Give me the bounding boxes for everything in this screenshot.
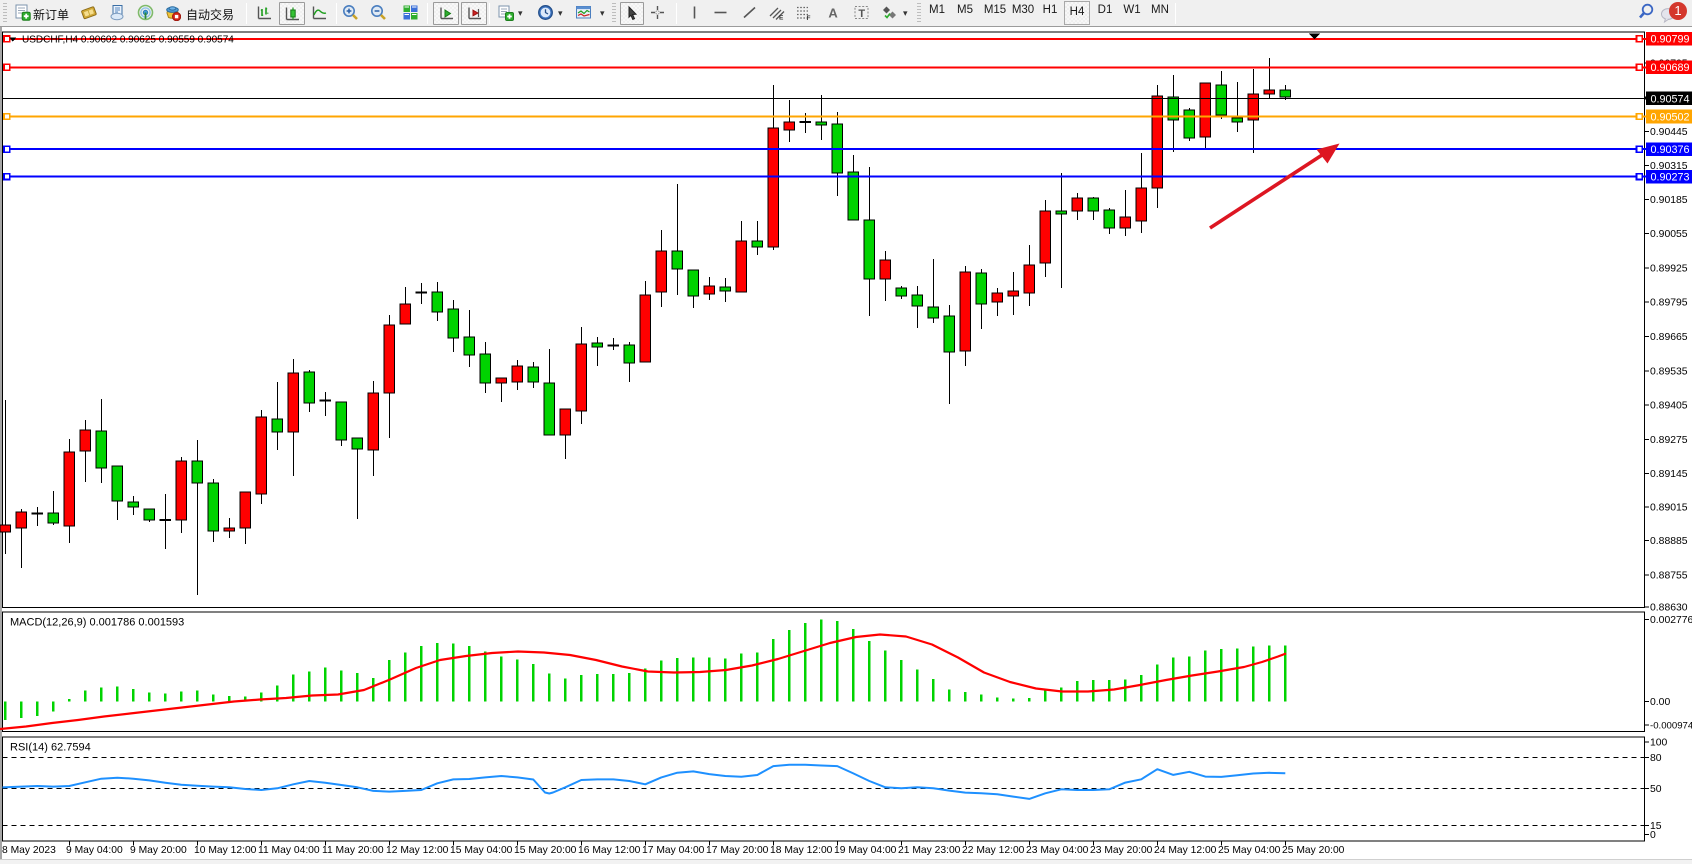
svg-text:0.90502: 0.90502 [1651,111,1690,123]
svg-text:-0.000974: -0.000974 [1650,721,1692,732]
svg-text:0.90689: 0.90689 [1651,62,1690,74]
svg-text:0: 0 [1650,830,1656,841]
svg-text:E: E [779,15,784,22]
svg-text:F: F [807,15,811,21]
svg-text:0.90376: 0.90376 [1651,144,1690,156]
svg-text:19 May 04:00: 19 May 04:00 [834,845,897,856]
svg-text:A: A [828,6,838,21]
svg-text:21 May 23:00: 21 May 23:00 [898,845,961,856]
svg-text:0.88885: 0.88885 [1650,536,1688,547]
svg-text:9 May 04:00: 9 May 04:00 [66,845,123,856]
svg-text:0.89665: 0.89665 [1650,332,1688,343]
svg-text:0.90315: 0.90315 [1650,161,1688,172]
svg-text:10 May 12:00: 10 May 12:00 [194,845,257,856]
svg-text:0.89925: 0.89925 [1650,264,1688,275]
svg-text:25 May 04:00: 25 May 04:00 [1218,845,1281,856]
svg-text:18 May 12:00: 18 May 12:00 [770,845,833,856]
svg-text:8 May 2023: 8 May 2023 [2,845,56,856]
svg-text:17 May 04:00: 17 May 04:00 [642,845,705,856]
svg-text:0.88755: 0.88755 [1650,571,1688,582]
svg-text:0.90055: 0.90055 [1650,229,1688,240]
svg-text:0.88630: 0.88630 [1650,603,1688,614]
svg-text:16 May 12:00: 16 May 12:00 [578,845,641,856]
svg-text:0.89405: 0.89405 [1650,401,1688,412]
svg-text:0.00: 0.00 [1650,697,1670,708]
svg-text:0.89535: 0.89535 [1650,367,1688,378]
svg-text:50: 50 [1650,784,1662,795]
svg-text:MACD(12,26,9) 0.001786 0.00159: MACD(12,26,9) 0.001786 0.001593 [10,617,184,629]
svg-text:0.90185: 0.90185 [1650,195,1688,206]
svg-text:15 May 20:00: 15 May 20:00 [514,845,577,856]
svg-text:0.89795: 0.89795 [1650,298,1688,309]
svg-text:0.89145: 0.89145 [1650,469,1688,480]
svg-text:USDCHF,H4 0.90602 0.90625 0.9: USDCHF,H4 0.90602 0.90625 0.90559 0.9057… [22,35,234,46]
svg-text:11 May 04:00: 11 May 04:00 [258,845,320,856]
svg-text:24 May 12:00: 24 May 12:00 [1154,845,1217,856]
svg-text:22 May 12:00: 22 May 12:00 [962,845,1025,856]
svg-text:0.90574: 0.90574 [1651,93,1690,105]
svg-text:T: T [858,8,865,20]
svg-text:23 May 04:00: 23 May 04:00 [1026,845,1089,856]
svg-text:0.89275: 0.89275 [1650,435,1688,446]
svg-text:17 May 20:00: 17 May 20:00 [706,845,769,856]
svg-text:80: 80 [1650,753,1662,764]
svg-text:12 May 12:00: 12 May 12:00 [386,845,449,856]
svg-text:0.90445: 0.90445 [1650,127,1688,138]
svg-text:0.89015: 0.89015 [1650,503,1688,514]
svg-text:23 May 20:00: 23 May 20:00 [1090,845,1153,856]
svg-text:0.90273: 0.90273 [1651,172,1690,184]
svg-text:0.002776: 0.002776 [1650,615,1692,626]
svg-text:11 May 20:00: 11 May 20:00 [322,845,384,856]
svg-text:25 May 20:00: 25 May 20:00 [1282,845,1345,856]
svg-text:15 May 04:00: 15 May 04:00 [450,845,513,856]
svg-text:9 May 20:00: 9 May 20:00 [130,845,187,856]
svg-text:15: 15 [1650,821,1662,832]
svg-text:RSI(14) 62.7594: RSI(14) 62.7594 [10,742,91,754]
svg-text:0.90799: 0.90799 [1651,34,1690,46]
svg-text:100: 100 [1650,738,1668,749]
